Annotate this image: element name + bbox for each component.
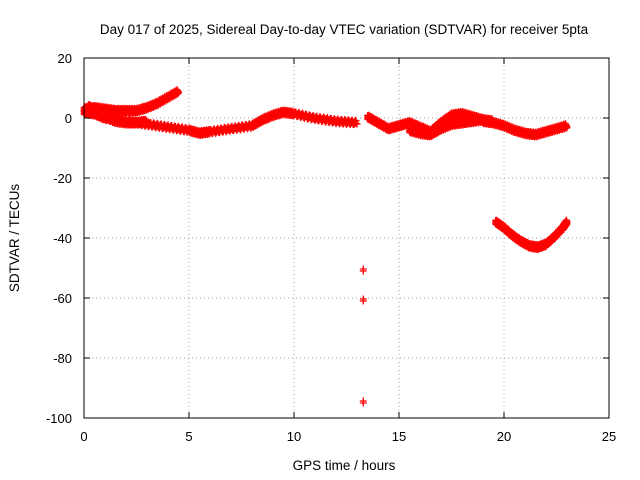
y-axis-label: SDTVAR / TECUs	[7, 184, 22, 293]
plot-frame	[83, 57, 610, 419]
y-tick-label: -40	[53, 231, 72, 246]
y-tick-label: 20	[58, 51, 72, 66]
data-point-outlier	[359, 397, 367, 405]
grid-lines	[84, 58, 609, 418]
x-tick-label: 5	[185, 429, 192, 444]
y-tick-label: -20	[53, 171, 72, 186]
y-tick-label: 0	[65, 111, 72, 126]
y-tick-label: -60	[53, 291, 72, 306]
y-tick-label: -80	[53, 351, 72, 366]
data-point	[175, 89, 182, 96]
data-point	[353, 120, 361, 128]
data-point-outlier	[359, 295, 367, 303]
x-axis-label: GPS time / hours	[293, 458, 396, 473]
data-point	[563, 219, 571, 227]
x-tick-label: 25	[602, 429, 616, 444]
data-point	[352, 117, 360, 125]
x-tick-label: 0	[80, 429, 87, 444]
chart-title: Day 017 of 2025, Sidereal Day-to-day VTE…	[100, 22, 589, 37]
x-tick-label: 15	[392, 429, 406, 444]
data-point-outlier	[359, 265, 367, 273]
x-tick-label: 20	[497, 429, 511, 444]
data-point	[563, 123, 571, 131]
y-tick-label: -100	[46, 411, 72, 426]
x-tick-label: 10	[287, 429, 301, 444]
axis-ticks: 0 5 10 15 20 25 -100 -80 -60 -40 -20 0 20	[46, 51, 616, 444]
